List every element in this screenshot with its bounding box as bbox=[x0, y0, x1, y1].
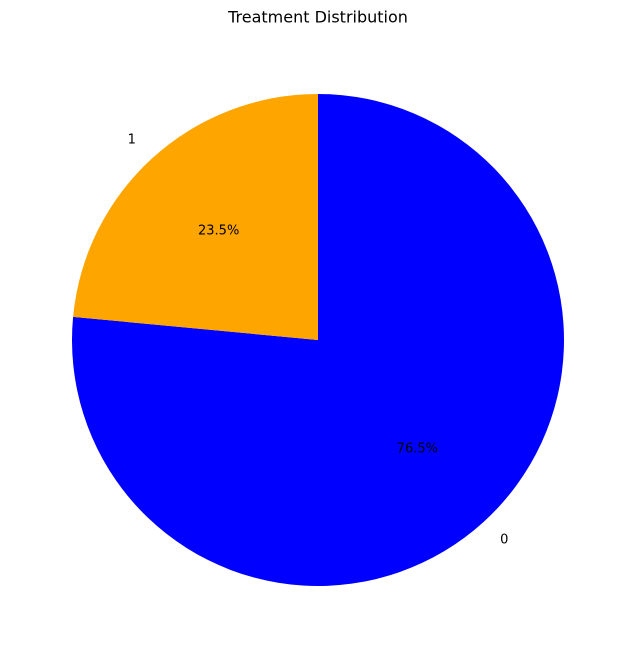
slice-label: 0 bbox=[500, 533, 508, 548]
chart-title: Treatment Distribution bbox=[227, 8, 408, 27]
slice-label: 1 bbox=[128, 132, 136, 147]
pie-slice bbox=[73, 94, 318, 340]
pie-slice bbox=[72, 94, 565, 587]
value-label: 76.5% bbox=[397, 442, 438, 457]
value-label: 23.5% bbox=[198, 223, 239, 238]
